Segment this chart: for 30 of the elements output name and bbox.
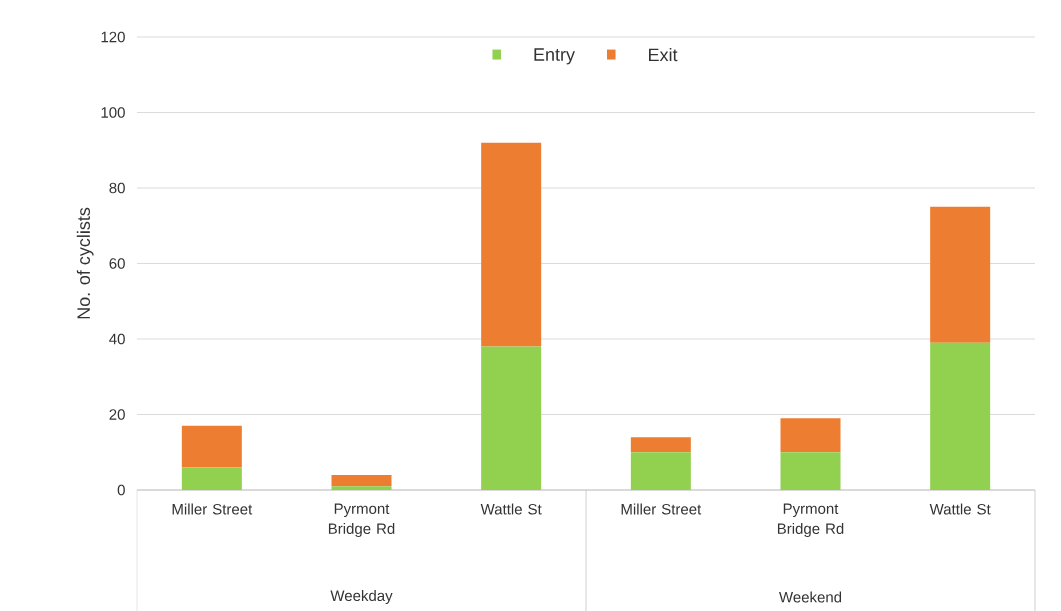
legend-label: Entry [534, 48, 575, 65]
bar [481, 346, 542, 490]
x-tick-label: Miller Street [621, 503, 702, 515]
bar [481, 142, 542, 347]
y-tick-label: 100 [101, 107, 125, 118]
text: Weekend [779, 591, 842, 603]
x-tick-label: Pyrmont Bridge Rd [777, 503, 844, 537]
bar [630, 437, 691, 453]
x-tick-label: Wattle St [929, 503, 991, 515]
y-tick-label: 120 [101, 31, 125, 43]
y-tick-label: 60 [109, 258, 125, 269]
bar [930, 342, 991, 490]
y-tick-label: 20 [109, 409, 125, 420]
bar [630, 452, 691, 490]
bar [930, 206, 991, 343]
y-axis-title: No. of cyclists [76, 207, 94, 319]
text: Weekday [330, 590, 393, 604]
bar [181, 425, 242, 468]
x-tick-label: Miller Street [172, 503, 253, 515]
bar [780, 418, 841, 453]
bar [331, 486, 392, 490]
bar [331, 474, 392, 487]
y-tick-label: 0 [117, 484, 125, 496]
bar [181, 467, 242, 490]
x-tick-label: Wattle St [480, 503, 542, 515]
x-tick-label: Pyrmont Bridge Rd [328, 503, 395, 537]
legend-label: Exit [649, 47, 678, 62]
y-tick-label: 40 [109, 333, 125, 345]
bar [780, 452, 841, 490]
y-tick-label: 80 [109, 182, 125, 194]
